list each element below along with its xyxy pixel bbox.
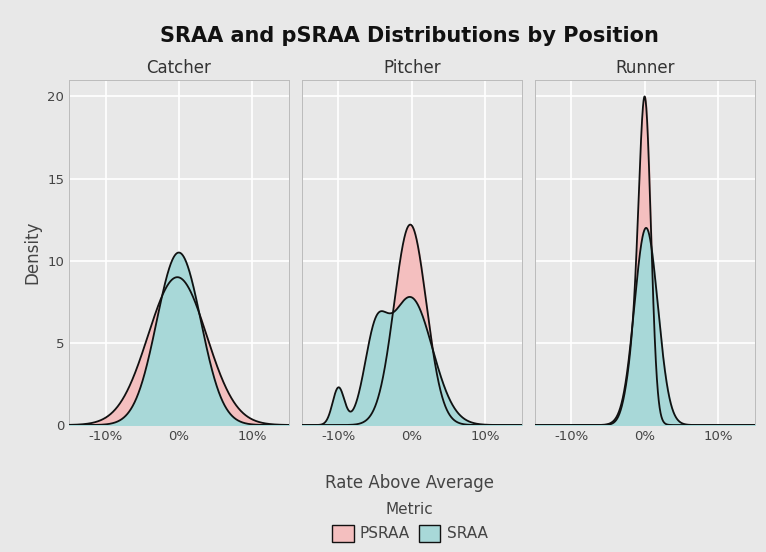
Title: Runner: Runner [615,59,674,77]
Legend: PSRAA, SRAA: PSRAA, SRAA [332,502,487,542]
Title: Catcher: Catcher [146,59,211,77]
Title: Pitcher: Pitcher [383,59,440,77]
Y-axis label: Density: Density [24,221,41,284]
Text: SRAA and pSRAA Distributions by Position: SRAA and pSRAA Distributions by Position [160,26,660,46]
Text: Rate Above Average: Rate Above Average [326,474,494,492]
